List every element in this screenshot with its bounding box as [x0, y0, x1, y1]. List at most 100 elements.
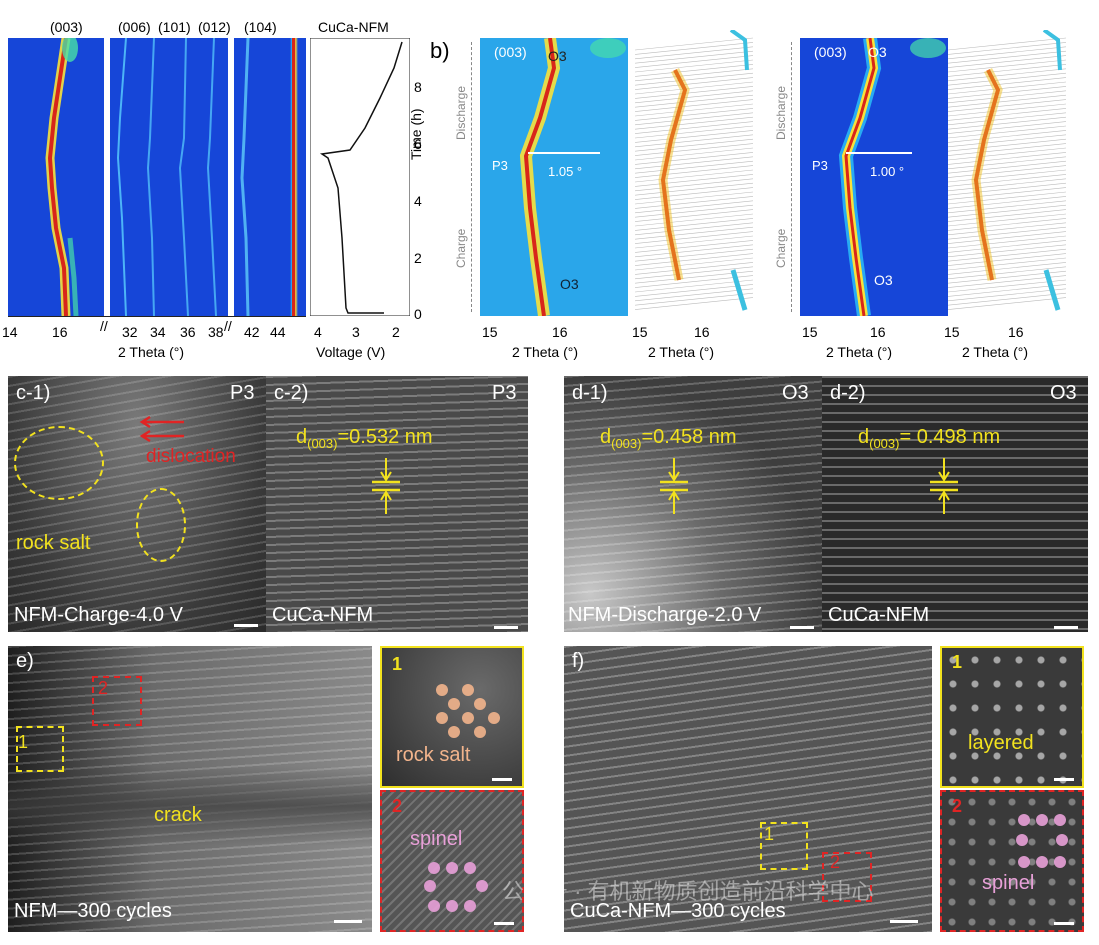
x-axis-line — [8, 316, 306, 317]
heatmap-cuca-curve — [800, 38, 948, 316]
cuca-peak-003: (003) — [814, 44, 847, 60]
e-caption: NFM—300 cycles — [14, 900, 172, 922]
panel-d1-label: d-1) — [572, 382, 608, 404]
c2-phase: P3 — [492, 382, 517, 404]
b1-x-tick-16: 16 — [552, 324, 568, 340]
f-scale-bar — [890, 920, 918, 923]
d2-phase: O3 — [1050, 382, 1077, 404]
waterfall-trace — [635, 37, 753, 310]
waterfall-pristine — [635, 30, 753, 311]
voltage-tick-4: 4 — [314, 324, 322, 340]
tem-e: e) 1 2 crack NFM—300 cycles — [8, 646, 372, 932]
b4-x-title: 2 Theta (°) — [962, 344, 1029, 360]
f-inset2-num: 2 — [952, 796, 963, 816]
peak-label-006: (006) — [118, 19, 151, 35]
x-tick-14: 14 — [2, 324, 18, 340]
x-tick-38: 38 — [208, 324, 224, 340]
c2-lattice — [266, 376, 528, 632]
c2-scale-bar — [494, 626, 518, 629]
d2-caption: CuCa-NFM — [828, 604, 930, 626]
panel-b-label: b) — [430, 38, 450, 63]
x-tick-44: 44 — [270, 324, 286, 340]
e-region-box-1-num: 1 — [18, 732, 29, 752]
d2-d-sub: (003) — [869, 436, 900, 451]
d2-scale-bar — [1054, 626, 1078, 629]
panel-e-label: e) — [16, 650, 34, 672]
sample-label: CuCa-NFM — [318, 19, 389, 35]
cuca-shift-arrow — [846, 152, 912, 154]
c2-caption: CuCa-NFM — [272, 604, 374, 626]
panel-a: a) (003) (006) (101) (012) (104) CuCa-NF… — [0, 0, 424, 370]
time-tick-4: 4 — [414, 193, 422, 209]
panel-d2-label: d-2) — [830, 382, 866, 404]
f-inset2-atoms — [1016, 814, 1068, 868]
e-region-box-2 — [92, 676, 142, 726]
pristine-peak-003: (003) — [494, 44, 527, 60]
e-crack-label: crack — [154, 804, 202, 826]
d2-d-value: = 0.498 nm — [899, 426, 1001, 448]
peak-label-101: (101) — [158, 19, 191, 35]
c1-phase: P3 — [230, 382, 255, 404]
d2-d-prefix: d — [858, 426, 870, 448]
c2-d-prefix: d — [296, 426, 308, 448]
time-tick-0: 0 — [414, 306, 422, 322]
e-inset-spinel: 2 spinel — [380, 790, 524, 932]
f-region-box-1-num: 1 — [764, 824, 775, 844]
cuca-time-arrow — [791, 42, 792, 312]
peak-label-012: (012) — [198, 19, 231, 35]
c1-lattice — [8, 376, 266, 632]
pristine-charge: Charge — [454, 228, 468, 268]
d1-d-spacing: d(003)=0.458 nm — [600, 426, 737, 451]
watermark: 公众号 · 有机新物质创造前沿科学中心 — [502, 879, 874, 904]
c2-d-sub: (003) — [307, 436, 338, 451]
f-inset1-num: 1 — [952, 652, 963, 672]
b3-x-tick-16: 16 — [870, 324, 886, 340]
time-axis-title: Time (h) — [408, 108, 424, 160]
d1-scale-bar — [790, 626, 814, 629]
tem-c1: c-1) P3 dislocation rock salt NFM-Charge… — [8, 376, 266, 632]
e-inset2-scale — [494, 922, 514, 925]
voltage-tick-2: 2 — [392, 324, 400, 340]
f-inset-spinel: 2 spinel — [940, 790, 1084, 932]
b4-x-tick-16: 16 — [1008, 324, 1024, 340]
time-tick-2: 2 — [414, 250, 422, 266]
x-tick-36: 36 — [180, 324, 196, 340]
f-inset2-scale — [1054, 922, 1074, 925]
d1-d-prefix: d — [600, 426, 612, 448]
cuca-o3-top: O3 — [868, 44, 887, 60]
f-inset2-text: spinel — [982, 872, 1035, 894]
e-crack-band — [8, 766, 372, 846]
in-situ-xrd-heatmap — [8, 38, 306, 316]
axis-break-symbol: // — [100, 318, 108, 334]
x-axis-title: 2 Theta (°) — [118, 344, 185, 360]
c1-scale-bar — [234, 624, 258, 627]
e-inset2-text: spinel — [410, 828, 463, 850]
tem-c2: c-2) P3 d(003)=0.532 nm CuCa-NFM — [266, 376, 528, 632]
e-inset1-num: 1 — [392, 654, 403, 674]
panel-f-label: f) — [572, 650, 585, 672]
peak-label-104: (104) — [244, 19, 277, 35]
d2-spacing-marker — [930, 458, 958, 514]
b3-x-title: 2 Theta (°) — [826, 344, 893, 360]
waterfall-cuca — [948, 30, 1066, 311]
heatmap-pristine-curve — [480, 38, 628, 316]
cuca-discharge: Discharge — [774, 85, 788, 140]
cuca-shift: 1.00 ° — [870, 164, 905, 179]
f-inset1-lattice — [942, 648, 1082, 786]
d1-d-value: =0.458 nm — [641, 426, 737, 448]
b1-x-title: 2 Theta (°) — [512, 344, 579, 360]
tem-d2: d-2) O3 d(003)= 0.498 nm CuCa-NFM — [822, 376, 1088, 632]
d2-d-spacing: d(003)= 0.498 nm — [858, 426, 1000, 451]
x-tick-32: 32 — [122, 324, 138, 340]
e-scale-bar — [334, 920, 362, 923]
tem-f: f) 1 2 CuCa-NFM—300 cycles — [564, 646, 932, 932]
b4-x-tick-15: 15 — [944, 324, 960, 340]
f-inset1-text: layered — [968, 732, 1034, 754]
c2-spacing-marker — [372, 458, 400, 514]
time-tick-6: 6 — [414, 136, 422, 152]
c2-d-spacing: d(003)=0.532 nm — [296, 426, 433, 451]
voltage-profile — [310, 38, 410, 316]
waterfall-trace — [948, 37, 1066, 310]
pristine-discharge: Discharge — [454, 85, 468, 140]
e-inset1-atoms — [436, 684, 500, 738]
